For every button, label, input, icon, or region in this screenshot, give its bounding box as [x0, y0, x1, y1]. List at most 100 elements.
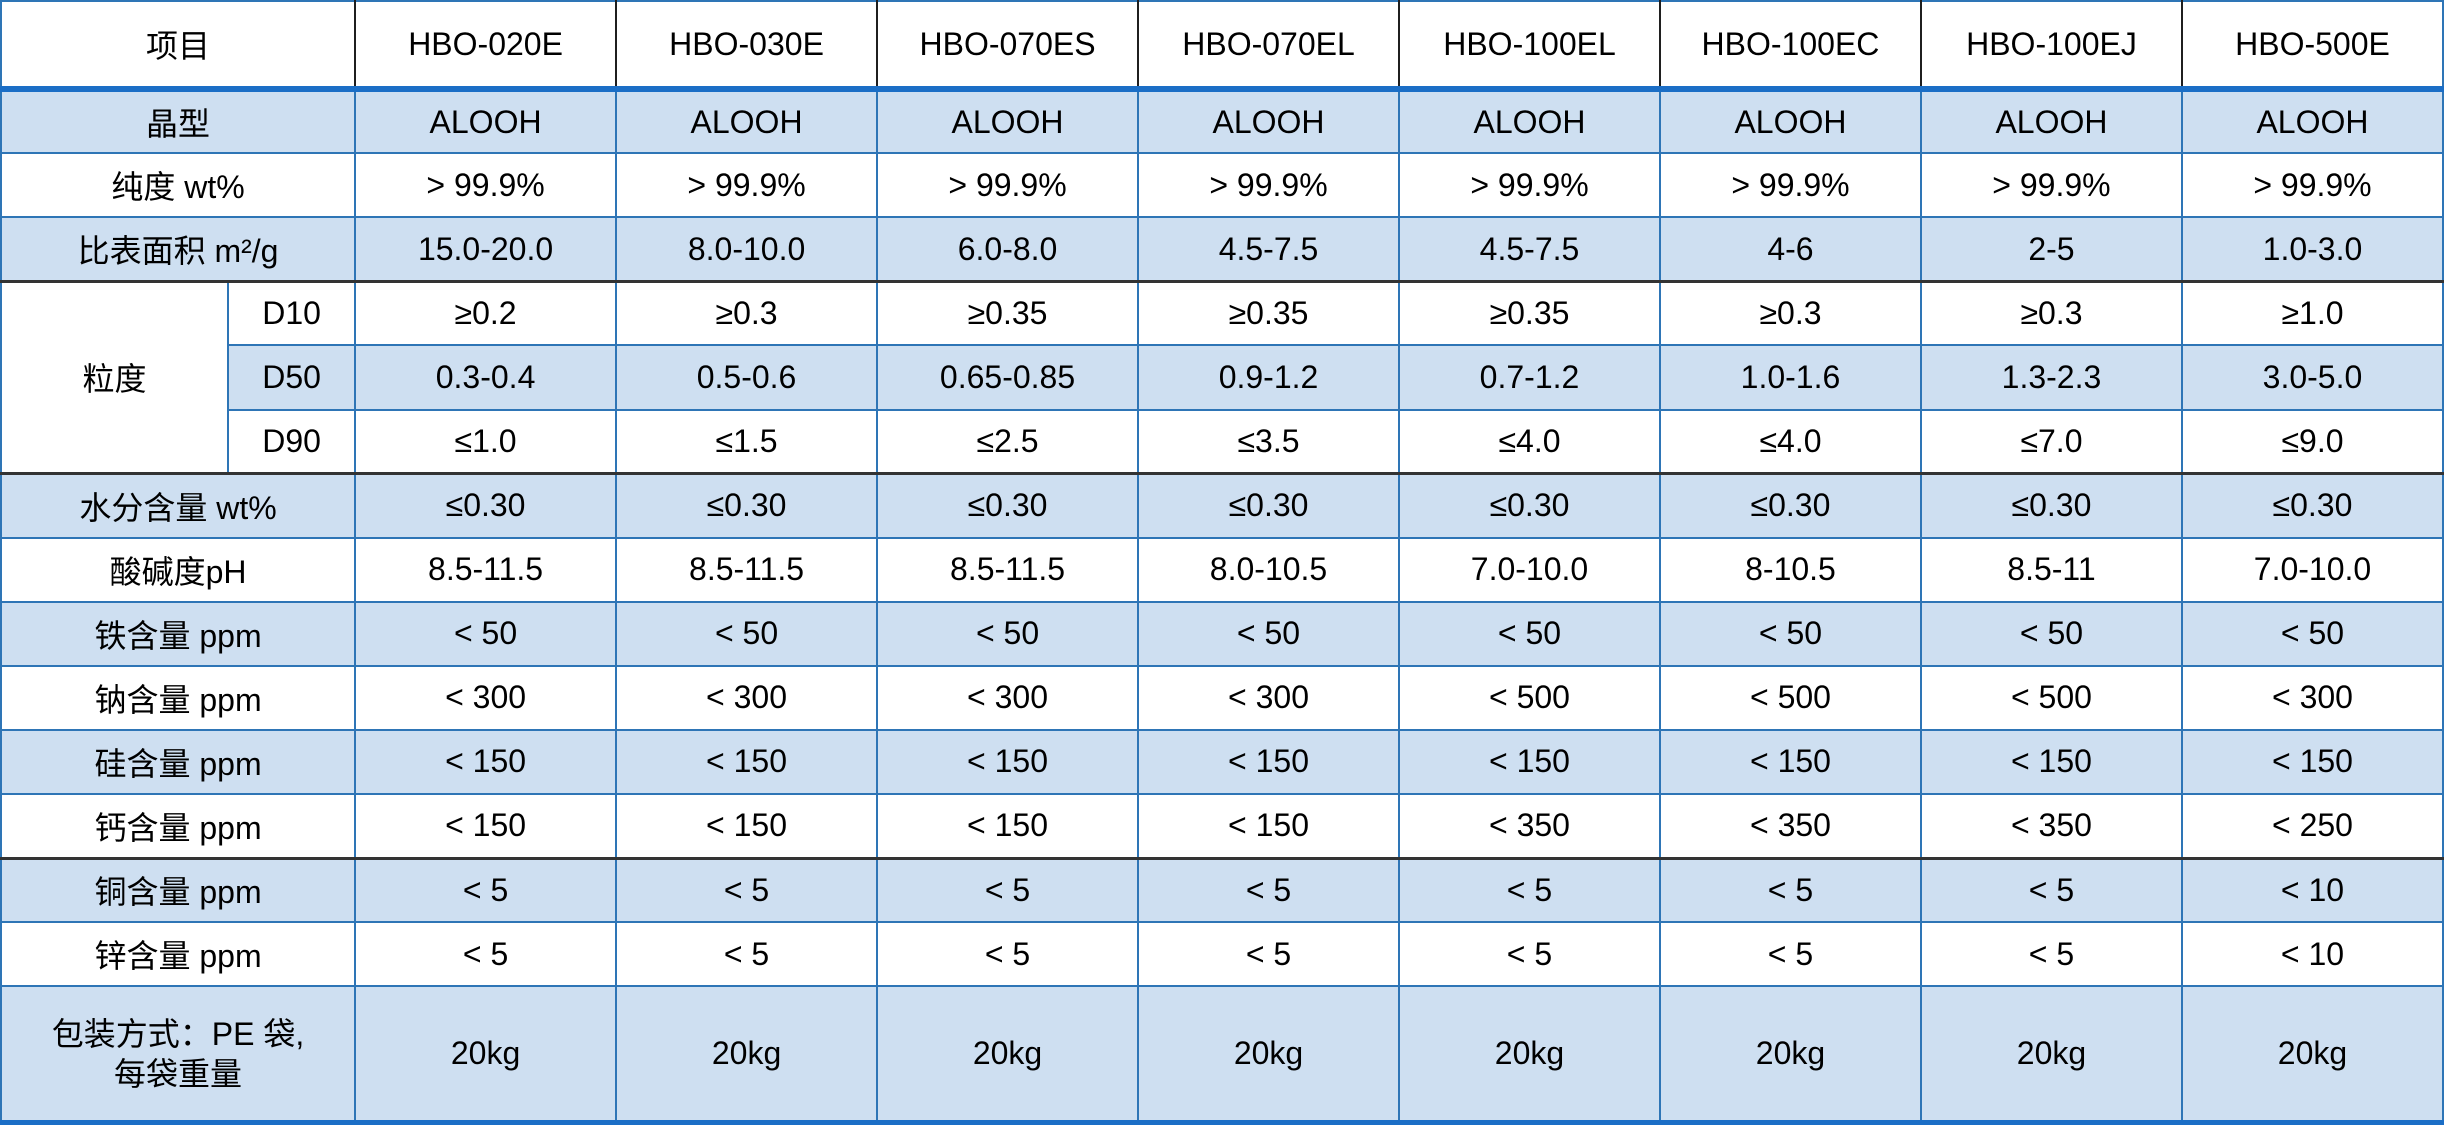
column-header-item: 项目 — [0, 0, 357, 93]
value-cell: < 5 — [1919, 857, 2183, 924]
value-cell: < 150 — [1919, 728, 2183, 795]
value-cell: < 5 — [354, 857, 618, 924]
value-cell: < 150 — [876, 728, 1140, 795]
row-zinc-content: 锌含量 ppm < 5 < 5 < 5 < 5 < 5 < 5 < 5 < 10 — [0, 921, 2444, 988]
value-cell: 0.5-0.6 — [615, 344, 879, 411]
value-cell: ≤3.5 — [1137, 408, 1400, 476]
value-cell: < 5 — [1658, 857, 1922, 924]
column-header-product: HBO-070ES — [876, 0, 1140, 93]
column-header-product: HBO-030E — [615, 0, 879, 93]
value-cell: ALOOH — [354, 88, 618, 155]
value-cell: 20kg — [1658, 985, 1922, 1124]
row-label-ph: 酸碱度pH — [0, 536, 357, 603]
value-cell: > 99.9% — [1137, 152, 1400, 219]
value-cell: 4.5-7.5 — [1398, 216, 1661, 283]
value-cell: < 5 — [615, 857, 879, 924]
value-cell: 8.0-10.0 — [615, 216, 879, 283]
value-cell: 3.0-5.0 — [2180, 344, 2444, 411]
value-cell: < 150 — [615, 792, 879, 860]
value-cell: > 99.9% — [2180, 152, 2444, 219]
value-cell: < 300 — [1137, 664, 1400, 731]
value-cell: < 50 — [1919, 600, 2183, 667]
row-silicon-content: 硅含量 ppm < 150 < 150 < 150 < 150 < 150 < … — [0, 728, 2444, 795]
row-particle-size-d10: 粒度 D10 ≥0.2 ≥0.3 ≥0.35 ≥0.35 ≥0.35 ≥0.3 … — [0, 280, 2444, 476]
value-cell: ALOOH — [1137, 88, 1400, 155]
value-cell: ≥0.2 — [354, 280, 618, 347]
value-cell: 0.7-1.2 — [1398, 344, 1661, 411]
value-cell: < 300 — [354, 664, 618, 731]
row-label-iron: 铁含量 ppm — [0, 600, 357, 667]
value-cell: < 5 — [1398, 921, 1661, 988]
row-sublabel-d90: D90 — [227, 408, 357, 476]
value-cell: 8.5-11.5 — [615, 536, 879, 603]
value-cell: 8-10.5 — [1658, 536, 1922, 603]
row-moisture: 水分含量 wt% ≤0.30 ≤0.30 ≤0.30 ≤0.30 ≤0.30 ≤… — [0, 472, 2444, 539]
row-label-crystal-type: 晶型 — [0, 88, 357, 155]
row-crystal-type: 晶型 ALOOH ALOOH ALOOH ALOOH ALOOH ALOOH A… — [0, 88, 2444, 155]
row-ph: 酸碱度pH 8.5-11.5 8.5-11.5 8.5-11.5 8.0-10.… — [0, 536, 2444, 603]
value-cell: ≤7.0 — [1919, 408, 2183, 476]
packaging-label-line1: 包装方式：PE 袋, — [51, 1015, 305, 1052]
value-cell: 8.5-11 — [1919, 536, 2183, 603]
value-cell: < 5 — [615, 921, 879, 988]
value-cell: ALOOH — [876, 88, 1140, 155]
column-header-product: HBO-070EL — [1137, 0, 1400, 93]
value-cell: < 150 — [2180, 728, 2444, 795]
row-label-zinc: 锌含量 ppm — [0, 921, 357, 988]
value-cell: ALOOH — [615, 88, 879, 155]
value-cell: ALOOH — [1398, 88, 1661, 155]
value-cell: ≥0.35 — [1137, 280, 1400, 347]
value-cell: < 500 — [1398, 664, 1661, 731]
value-cell: ≥0.3 — [1658, 280, 1922, 347]
value-cell: ≥0.35 — [876, 280, 1140, 347]
value-cell: < 50 — [2180, 600, 2444, 667]
column-header-product: HBO-100EL — [1398, 0, 1661, 93]
row-label-silicon: 硅含量 ppm — [0, 728, 357, 795]
value-cell: 1.0-3.0 — [2180, 216, 2444, 283]
value-cell: 7.0-10.0 — [2180, 536, 2444, 603]
value-cell: < 5 — [1137, 921, 1400, 988]
value-cell: 0.3-0.4 — [354, 344, 618, 411]
row-specific-surface-area: 比表面积 m²/g 15.0-20.0 8.0-10.0 6.0-8.0 4.5… — [0, 216, 2444, 283]
value-cell: ≤0.30 — [1919, 472, 2183, 539]
row-purity: 纯度 wt% > 99.9% > 99.9% > 99.9% > 99.9% >… — [0, 152, 2444, 219]
value-cell: < 150 — [1137, 792, 1400, 860]
value-cell: ≤4.0 — [1398, 408, 1661, 476]
column-header-product: HBO-500E — [2180, 0, 2444, 93]
value-cell: 20kg — [354, 985, 618, 1124]
value-cell: < 5 — [876, 921, 1140, 988]
value-cell: 20kg — [876, 985, 1140, 1124]
value-cell: ≤1.0 — [354, 408, 618, 476]
value-cell: < 5 — [1658, 921, 1922, 988]
column-header-product: HBO-100EC — [1658, 0, 1922, 93]
value-cell: 4.5-7.5 — [1137, 216, 1400, 283]
value-cell: < 500 — [1919, 664, 2183, 731]
column-header-product: HBO-100EJ — [1919, 0, 2183, 93]
value-cell: ALOOH — [1919, 88, 2183, 155]
value-cell: ALOOH — [1658, 88, 1922, 155]
row-label-sodium: 钠含量 ppm — [0, 664, 357, 731]
value-cell: 8.5-11.5 — [354, 536, 618, 603]
value-cell: ALOOH — [2180, 88, 2444, 155]
value-cell: ≤0.30 — [1137, 472, 1400, 539]
value-cell: < 350 — [1398, 792, 1661, 860]
row-iron-content: 铁含量 ppm < 50 < 50 < 50 < 50 < 50 < 50 < … — [0, 600, 2444, 667]
value-cell: < 50 — [354, 600, 618, 667]
value-cell: 20kg — [1919, 985, 2183, 1124]
value-cell: < 10 — [2180, 857, 2444, 924]
value-cell: 1.0-1.6 — [1658, 344, 1922, 411]
row-particle-size-d90: D90 ≤1.0 ≤1.5 ≤2.5 ≤3.5 ≤4.0 ≤4.0 ≤7.0 ≤… — [1, 408, 2444, 476]
value-cell: < 300 — [2180, 664, 2444, 731]
value-cell: < 300 — [876, 664, 1140, 731]
value-cell: 0.9-1.2 — [1137, 344, 1400, 411]
value-cell: > 99.9% — [1658, 152, 1922, 219]
value-cell: > 99.9% — [1919, 152, 2183, 219]
value-cell: 20kg — [615, 985, 879, 1124]
value-cell: < 150 — [1398, 728, 1661, 795]
value-cell: > 99.9% — [615, 152, 879, 219]
row-particle-size-d50: D50 0.3-0.4 0.5-0.6 0.65-0.85 0.9-1.2 0.… — [1, 344, 2444, 411]
value-cell: < 50 — [615, 600, 879, 667]
value-cell: < 150 — [876, 792, 1140, 860]
value-cell: < 50 — [876, 600, 1140, 667]
